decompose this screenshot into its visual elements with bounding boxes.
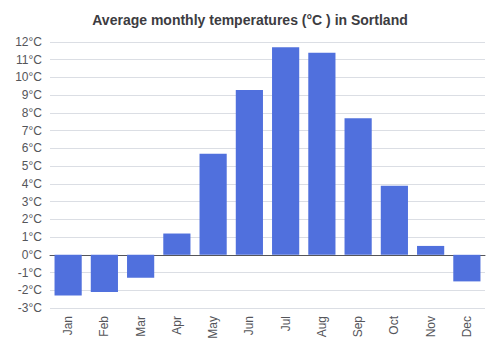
svg-text:-1°C: -1°C bbox=[18, 266, 42, 280]
svg-text:Feb: Feb bbox=[97, 316, 111, 337]
svg-text:-2°C: -2°C bbox=[18, 283, 42, 297]
svg-text:Apr: Apr bbox=[170, 316, 184, 335]
svg-text:3°C: 3°C bbox=[22, 195, 42, 209]
svg-text:8°C: 8°C bbox=[22, 106, 42, 120]
svg-text:12°C: 12°C bbox=[15, 35, 42, 49]
svg-text:Sep: Sep bbox=[351, 316, 365, 338]
svg-text:Jul: Jul bbox=[279, 316, 293, 331]
svg-text:Dec: Dec bbox=[460, 316, 474, 337]
svg-text:Nov: Nov bbox=[424, 316, 438, 337]
svg-text:5°C: 5°C bbox=[22, 159, 42, 173]
svg-text:-3°C: -3°C bbox=[18, 301, 42, 315]
svg-text:10°C: 10°C bbox=[15, 70, 42, 84]
svg-text:9°C: 9°C bbox=[22, 88, 42, 102]
svg-text:0°C: 0°C bbox=[22, 248, 42, 262]
svg-text:6°C: 6°C bbox=[22, 141, 42, 155]
svg-text:Aug: Aug bbox=[315, 316, 329, 337]
svg-text:11°C: 11°C bbox=[16, 53, 42, 67]
svg-text:Jun: Jun bbox=[242, 316, 256, 335]
svg-text:May: May bbox=[206, 316, 220, 339]
svg-text:Average monthly temperatures (: Average monthly temperatures (°C ) in So… bbox=[92, 12, 407, 28]
svg-text:Jan: Jan bbox=[61, 316, 75, 335]
svg-text:Oct: Oct bbox=[387, 315, 401, 334]
svg-text:7°C: 7°C bbox=[22, 124, 42, 138]
svg-text:4°C: 4°C bbox=[22, 177, 42, 191]
svg-text:2°C: 2°C bbox=[22, 212, 42, 226]
svg-text:1°C: 1°C bbox=[22, 230, 42, 244]
svg-text:Mar: Mar bbox=[134, 316, 148, 337]
